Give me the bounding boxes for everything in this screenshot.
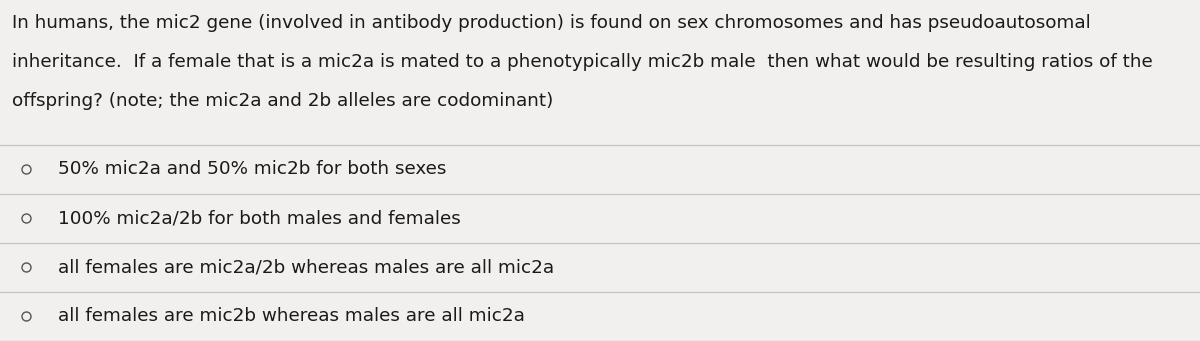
Text: In humans, the mic2 gene (involved in antibody production) is found on sex chrom: In humans, the mic2 gene (involved in an…: [12, 14, 1091, 32]
Text: 100% mic2a/2b for both males and females: 100% mic2a/2b for both males and females: [58, 209, 461, 227]
Text: all females are mic2b whereas males are all mic2a: all females are mic2b whereas males are …: [58, 308, 524, 326]
Text: 50% mic2a and 50% mic2b for both sexes: 50% mic2a and 50% mic2b for both sexes: [58, 160, 446, 178]
Text: inheritance.  If a female that is a mic2a is mated to a phenotypically mic2b mal: inheritance. If a female that is a mic2a…: [12, 53, 1153, 71]
Text: offspring? (note; the mic2a and 2b alleles are codominant): offspring? (note; the mic2a and 2b allel…: [12, 92, 553, 110]
Text: all females are mic2a/2b whereas males are all mic2a: all females are mic2a/2b whereas males a…: [58, 258, 553, 277]
